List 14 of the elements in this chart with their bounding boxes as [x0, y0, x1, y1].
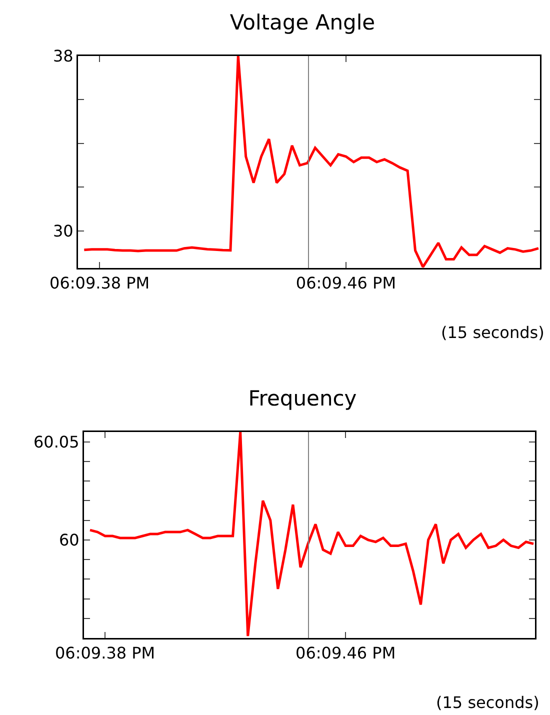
x-tick-label: 06:09.46 PM: [296, 644, 396, 663]
x-tick-label: 06:09.38 PM: [55, 644, 156, 663]
y-tick-label: 30: [52, 221, 74, 240]
line-series: [88, 432, 535, 638]
y-tick-label: 60: [58, 530, 80, 550]
text: (15 seconds): [441, 323, 544, 342]
x-tick-label: 06:09.46 PM: [296, 274, 396, 293]
chart-title: Voltage Angle: [230, 10, 376, 34]
y-tick-label: 38: [52, 46, 74, 66]
x-tick-label: 06:09.38 PM: [50, 274, 150, 293]
chart-title: Frequency: [248, 386, 357, 410]
text: (15 seconds): [436, 693, 540, 712]
line-series: [82, 56, 540, 268]
y-tick-label: 60.05: [33, 432, 80, 452]
